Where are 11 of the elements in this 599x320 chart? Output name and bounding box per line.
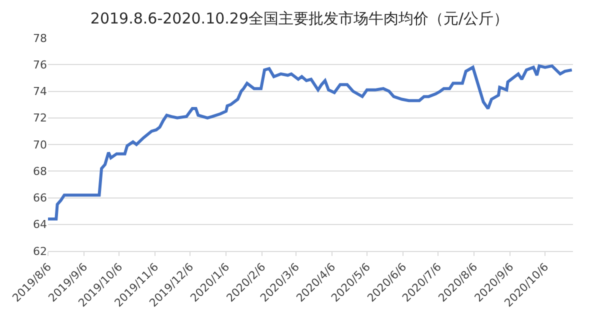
y-tick-label: 68 [33,164,47,178]
y-tick-label: 76 [33,58,47,72]
y-tick-label: 66 [33,192,47,205]
y-tick-label: 62 [33,244,47,258]
y-tick-label: 74 [33,85,47,98]
y-tick-label: 72 [33,112,47,125]
chart-title: 2019.8.6-2020.10.29全国主要批发市场牛肉均价（元/公斤） [90,9,509,28]
y-tick-label: 64 [33,218,47,232]
y-tick-label: 70 [33,138,47,152]
line-series [48,64,573,221]
y-tick-label: 78 [33,32,47,45]
